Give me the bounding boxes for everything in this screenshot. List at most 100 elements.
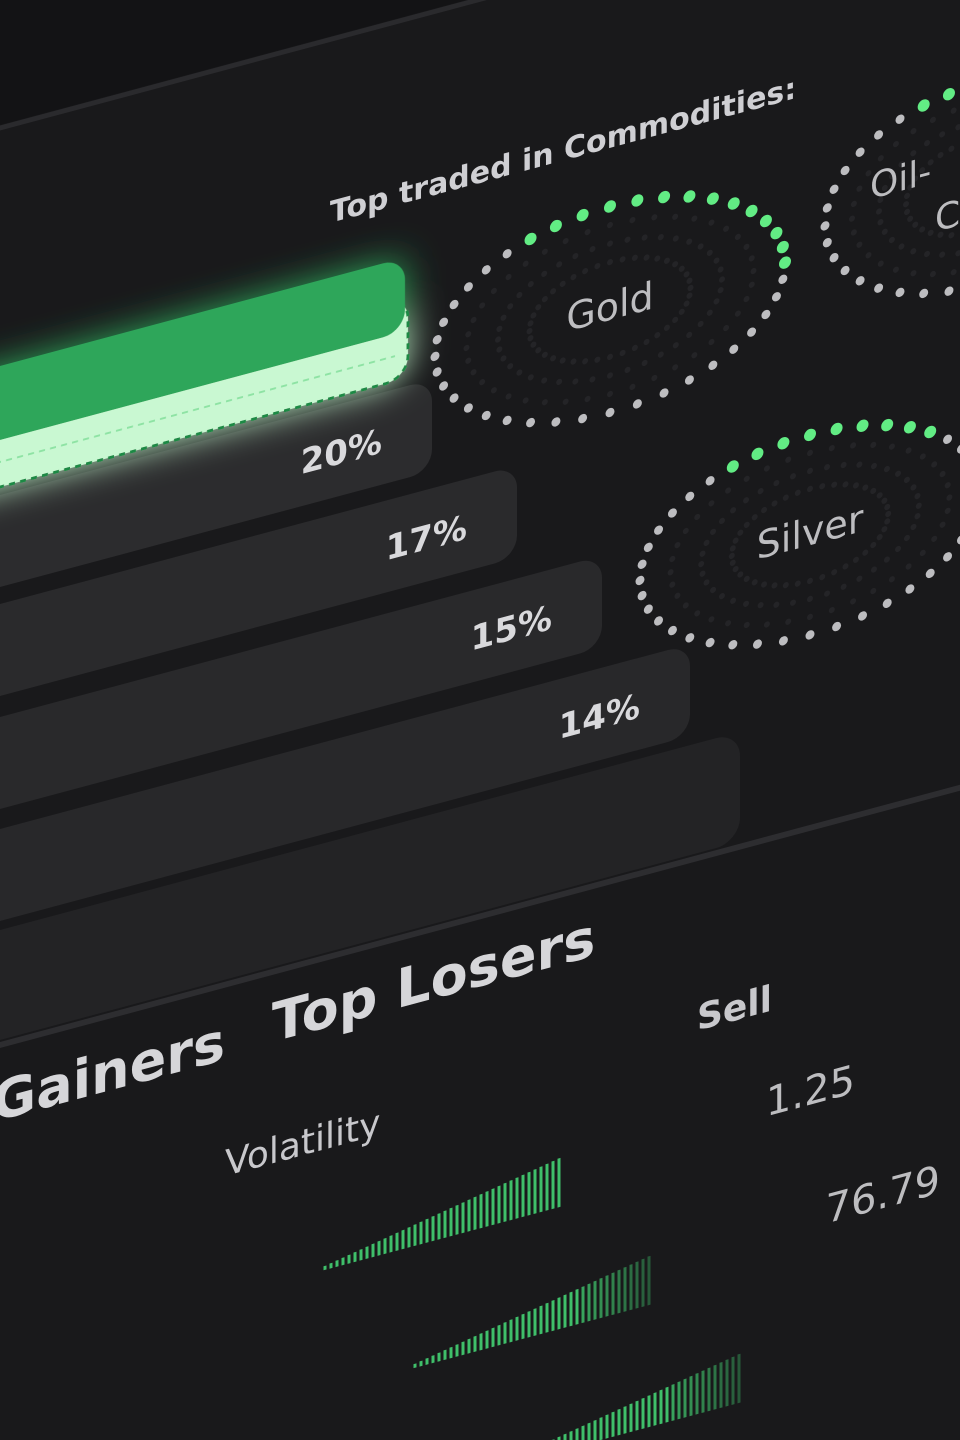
ring-dot-active xyxy=(751,447,764,461)
ring-dot xyxy=(667,508,677,518)
ring-grid-dot xyxy=(686,331,693,339)
ring-grid-dot xyxy=(641,234,648,241)
ring-grid-dot xyxy=(559,357,566,364)
ring-grid-dot xyxy=(631,254,638,261)
ring-grid-dot xyxy=(743,497,750,504)
ring-grid-dot xyxy=(850,229,857,236)
divider xyxy=(0,747,960,1065)
ring-dot xyxy=(874,283,884,293)
ring-grid-dot xyxy=(732,537,739,544)
ring-grid-dot xyxy=(782,494,789,501)
ring-dot xyxy=(439,317,449,327)
ring-grid-dot xyxy=(807,577,813,585)
ring-grid-dot xyxy=(910,150,917,157)
ring-dot xyxy=(632,399,642,409)
ring-grid-dot xyxy=(865,170,872,177)
ring-grid-dot xyxy=(500,314,507,321)
ring-grid-dot xyxy=(694,513,701,521)
ring-grid-dot xyxy=(594,356,601,363)
ring-grid-dot xyxy=(737,571,744,578)
ring-grid-dot xyxy=(594,262,601,270)
ring-grid-dot xyxy=(903,201,909,208)
ring-grid-dot xyxy=(870,441,877,449)
ring-dot xyxy=(752,639,762,649)
ring-grid-dot xyxy=(698,560,705,568)
ring-dot-active xyxy=(549,219,562,233)
ring-grid-dot xyxy=(883,465,890,473)
ring-dot xyxy=(667,625,677,636)
ring-grid-dot xyxy=(939,521,946,528)
ring-grid-dot xyxy=(723,225,730,232)
ring-grid-dot xyxy=(831,481,838,488)
ring-dot-active xyxy=(726,460,739,473)
ring-grid-dot xyxy=(629,383,636,391)
ring-grid-dot xyxy=(819,483,826,490)
ring-grid-dot xyxy=(840,583,847,590)
top-band xyxy=(0,0,960,142)
ring-grid-dot xyxy=(831,569,838,576)
ring-dot xyxy=(449,299,459,310)
ring-dot-active xyxy=(924,425,937,439)
ring-grid-dot xyxy=(527,281,534,288)
ring-grid-dot xyxy=(850,200,857,208)
ring-grid-dot xyxy=(785,618,792,625)
ring-grid-dot xyxy=(914,493,921,500)
ring-grid-dot xyxy=(888,443,895,450)
ring-grid-dot xyxy=(495,336,501,343)
ring-grid-dot xyxy=(717,266,724,273)
ring-grid-dot xyxy=(888,236,895,244)
ring-grid-dot xyxy=(828,444,835,452)
ring-grid-dot xyxy=(842,563,849,570)
ring-grid-dot xyxy=(522,397,529,404)
ring-dot-active xyxy=(658,190,671,204)
ring-grid-dot xyxy=(535,304,542,311)
ring-dot-active xyxy=(759,214,772,228)
ring-grid-dot xyxy=(743,243,750,250)
ring-grid-dot xyxy=(856,241,863,248)
ring-grid-dot xyxy=(678,265,685,272)
ring-dot xyxy=(829,253,839,263)
ring-grid-dot xyxy=(807,467,813,475)
ring-grid-dot xyxy=(856,461,863,468)
ring-dot xyxy=(832,621,842,632)
ring-dot xyxy=(729,344,739,354)
ring-grid-dot xyxy=(904,208,911,216)
ring-grid-dot xyxy=(824,590,831,597)
ring-dot xyxy=(858,611,868,621)
ring-grid-dot xyxy=(682,527,689,535)
ring-grid-dot xyxy=(541,270,548,277)
ring-grid-dot xyxy=(850,442,857,449)
ring-grid-dot xyxy=(929,116,936,124)
ring-grid-dot xyxy=(842,481,849,488)
ring-dot xyxy=(705,476,715,486)
ring-grid-dot xyxy=(757,602,764,609)
ring-dot xyxy=(820,221,830,231)
ring-dot xyxy=(439,381,449,391)
ring-grid-dot xyxy=(773,601,780,608)
ring-grid-dot xyxy=(500,355,507,362)
ring-grid-dot xyxy=(550,355,557,362)
ring-grid-dot xyxy=(663,324,670,331)
ring-grid-dot xyxy=(729,545,736,552)
ring-grid-dot xyxy=(683,300,690,307)
ring-dot-active xyxy=(576,208,589,222)
ring-grid-dot xyxy=(898,161,905,168)
ring-dot-active xyxy=(745,204,758,218)
ring-grid-dot xyxy=(582,358,589,365)
ring-dot xyxy=(761,309,771,320)
ring-grid-dot xyxy=(750,267,757,275)
ring-grid-dot xyxy=(651,374,658,382)
ring-grid-dot xyxy=(572,252,579,260)
ring-grid-dot xyxy=(729,559,736,566)
ring-grid-dot xyxy=(465,357,472,364)
ring-dot-active xyxy=(683,190,696,203)
ring-dot xyxy=(805,630,815,640)
ring-dot-active xyxy=(776,240,789,254)
ring-grid-dot xyxy=(903,534,910,542)
ring-grid-dot xyxy=(931,461,938,468)
ring-grid-dot xyxy=(694,610,701,617)
ring-grid-dot xyxy=(876,534,883,541)
ring-grid-dot xyxy=(559,280,566,287)
ring-dot xyxy=(822,237,832,248)
